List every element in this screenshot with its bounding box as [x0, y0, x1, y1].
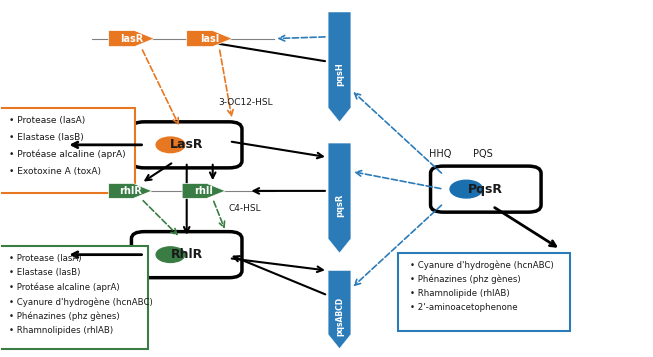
Text: rhlI: rhlI — [195, 186, 214, 196]
Text: pqsR: pqsR — [335, 193, 344, 217]
Circle shape — [450, 180, 483, 198]
Text: LasR: LasR — [170, 139, 204, 151]
FancyBboxPatch shape — [131, 122, 242, 168]
Circle shape — [156, 247, 185, 262]
FancyBboxPatch shape — [398, 253, 570, 331]
Text: • Protease (lasA): • Protease (lasA) — [9, 116, 86, 125]
FancyArrow shape — [182, 183, 225, 198]
Text: • Exotoxine A (toxA): • Exotoxine A (toxA) — [9, 167, 101, 176]
FancyArrow shape — [328, 271, 351, 348]
Text: • Rhamnolipide (rhlAB): • Rhamnolipide (rhlAB) — [409, 289, 509, 298]
Text: • Elastase (lasB): • Elastase (lasB) — [9, 132, 84, 142]
Text: • Phénazines (phz gènes): • Phénazines (phz gènes) — [9, 312, 119, 321]
Text: • Cyanure d'hydrogène (hcnABC): • Cyanure d'hydrogène (hcnABC) — [9, 297, 153, 307]
FancyBboxPatch shape — [0, 108, 135, 193]
Text: pqsABCD: pqsABCD — [335, 297, 344, 336]
Text: 3-OC12-HSL: 3-OC12-HSL — [218, 98, 272, 107]
Text: • Cyanure d'hydrogène (hcnABC): • Cyanure d'hydrogène (hcnABC) — [409, 260, 554, 270]
FancyBboxPatch shape — [0, 246, 148, 348]
Text: • Protéase alcaline (aprA): • Protéase alcaline (aprA) — [9, 149, 126, 159]
Text: • 2'-aminoacetophenone: • 2'-aminoacetophenone — [409, 303, 517, 312]
FancyArrow shape — [328, 12, 351, 122]
Text: • Protéase alcaline (aprA): • Protéase alcaline (aprA) — [9, 282, 119, 292]
Text: pqsH: pqsH — [335, 62, 344, 86]
Text: lasR: lasR — [119, 34, 143, 44]
FancyBboxPatch shape — [131, 232, 242, 278]
Text: PqsR: PqsR — [468, 183, 503, 196]
Text: rhlR: rhlR — [119, 186, 142, 196]
FancyArrow shape — [328, 143, 351, 253]
Text: C4-HSL: C4-HSL — [229, 204, 262, 213]
Circle shape — [156, 137, 185, 153]
Text: HHQ: HHQ — [429, 149, 451, 159]
Text: • Elastase (lasB): • Elastase (lasB) — [9, 268, 80, 277]
FancyArrow shape — [108, 183, 152, 198]
Text: • Phénazines (phz gènes): • Phénazines (phz gènes) — [409, 274, 520, 284]
Text: PQS: PQS — [473, 149, 492, 159]
Text: RhlR: RhlR — [170, 248, 203, 261]
FancyArrow shape — [108, 31, 154, 46]
Text: • Rhamnolipides (rhlAB): • Rhamnolipides (rhlAB) — [9, 326, 114, 335]
FancyArrow shape — [187, 31, 232, 46]
FancyBboxPatch shape — [430, 166, 541, 212]
Text: • Protease (lasA): • Protease (lasA) — [9, 254, 82, 263]
Text: lasI: lasI — [200, 34, 219, 44]
